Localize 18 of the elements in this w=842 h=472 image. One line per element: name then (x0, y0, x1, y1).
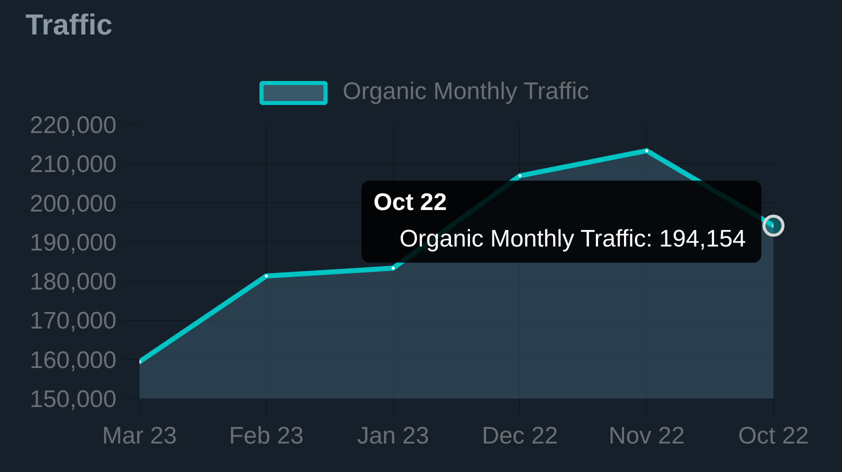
y-tick-label: 200,000 (30, 190, 117, 218)
y-tick-label: 170,000 (30, 308, 117, 335)
y-tick-label: 190,000 (30, 229, 117, 256)
chart-title: Traffic (26, 10, 113, 42)
x-tick-label: Mar 23 (102, 422, 177, 450)
y-tick-label: 180,000 (30, 268, 117, 296)
x-tick-label: Nov 22 (608, 422, 685, 450)
x-tick-label: Oct 22 (738, 422, 809, 450)
y-tick-label: 160,000 (30, 346, 117, 374)
annotation: Oct 22 (374, 189, 447, 216)
y-tick-label: 220,000 (30, 112, 117, 139)
annotation: Organic Monthly Traffic: 194,154 (400, 226, 746, 253)
x-tick-label: Dec 22 (482, 422, 558, 450)
y-tick-label: 210,000 (30, 151, 117, 178)
x-tick-label: Feb 23 (228, 422, 304, 450)
y-tick-label: 150,000 (30, 386, 117, 413)
x-tick-label: Jan 23 (357, 422, 430, 450)
legend-label: Organic Monthly Traffic (342, 78, 589, 106)
